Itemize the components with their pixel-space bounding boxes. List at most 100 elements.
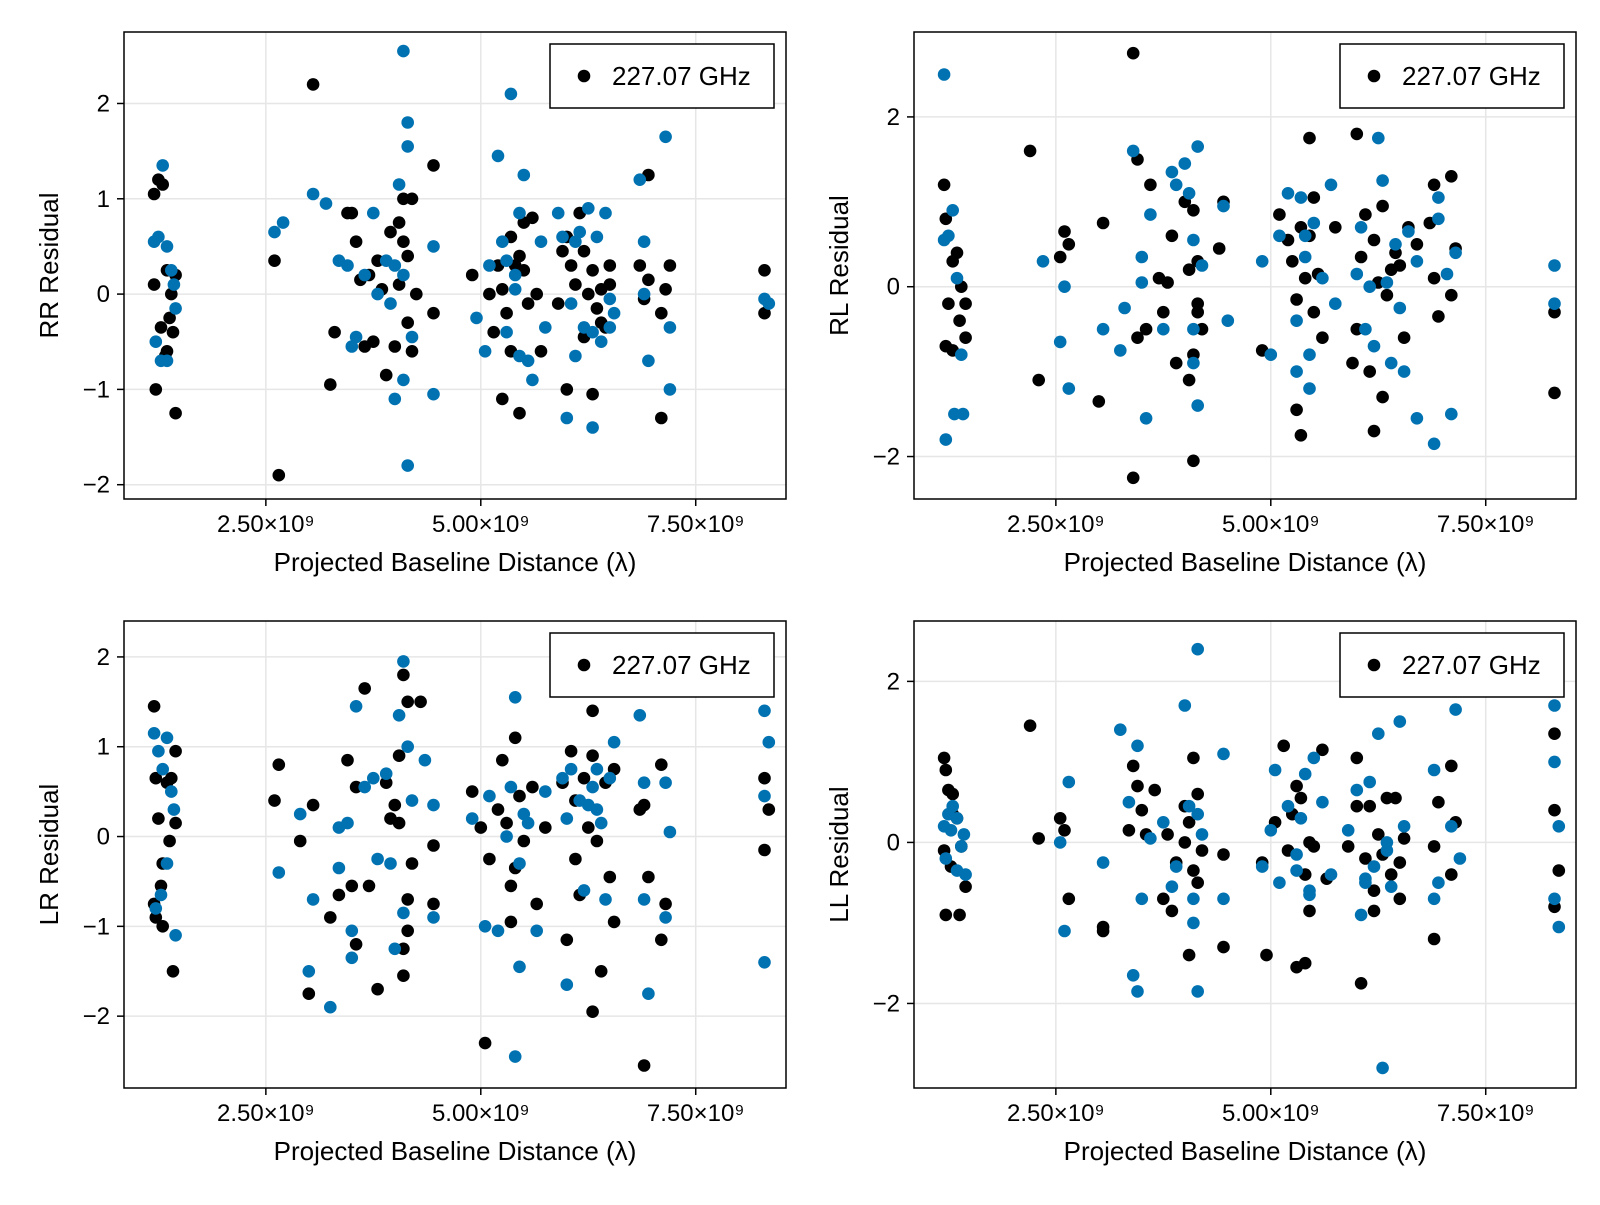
data-point — [659, 130, 672, 144]
data-point — [1255, 860, 1269, 873]
x-tick-label: 2.50×10⁹ — [217, 511, 315, 538]
data-point — [1169, 860, 1183, 873]
data-point — [401, 740, 415, 753]
data-point — [483, 789, 496, 803]
chart-panel-3: 2.50×10⁹ 5.00×10⁹ 7.50×10⁹ −2 −1 0 1 2 Projected… — [34, 620, 787, 1166]
data-point — [149, 902, 163, 915]
data-point — [1397, 365, 1411, 378]
data-point — [1135, 803, 1149, 817]
data-point — [306, 893, 320, 906]
data-point — [1303, 382, 1316, 395]
data-point — [1182, 263, 1196, 277]
chart-panel-4: 2.50×10⁹ 5.00×10⁹ 7.50×10⁹ −2 0 2 Projected Ba… — [824, 620, 1577, 1166]
data-point — [169, 302, 182, 315]
data-point — [156, 159, 169, 172]
data-point — [603, 278, 617, 291]
data-point — [1191, 399, 1204, 412]
axes-frame — [123, 620, 787, 1089]
data-point — [167, 803, 181, 816]
data-point — [1187, 356, 1200, 370]
x-axis-label: Projected Baseline Distance (λ) — [274, 547, 637, 577]
data-point — [427, 839, 440, 852]
data-point — [1329, 221, 1342, 234]
data-point — [950, 271, 964, 285]
data-point — [1187, 233, 1200, 247]
data-point — [345, 340, 359, 353]
data-point — [149, 335, 163, 349]
data-point — [272, 758, 286, 771]
data-point — [937, 178, 951, 192]
data-point — [1135, 892, 1149, 906]
data-point — [401, 459, 415, 472]
y-tick-label: 2 — [97, 90, 110, 117]
data-point — [599, 206, 612, 220]
data-point — [1286, 254, 1299, 268]
data-point — [551, 297, 565, 310]
data-point — [1187, 322, 1200, 336]
data-point — [1182, 816, 1196, 829]
data-point — [1264, 824, 1278, 837]
data-point — [642, 354, 655, 368]
data-point — [1384, 868, 1398, 881]
data-point — [379, 368, 393, 382]
data-point — [517, 168, 531, 182]
data-point — [483, 259, 496, 272]
data-point — [1191, 876, 1204, 889]
data-point — [569, 278, 582, 291]
y-tick-label: 2 — [97, 644, 110, 671]
data-point — [1298, 250, 1312, 264]
data-point — [950, 864, 964, 877]
data-point — [371, 287, 384, 301]
data-point — [1131, 985, 1144, 998]
data-point — [1350, 267, 1364, 281]
y-axis-label: LR Residual — [34, 784, 64, 926]
data-point — [1372, 131, 1385, 145]
data-point — [1445, 820, 1458, 833]
data-point — [1178, 699, 1192, 712]
data-point — [1548, 803, 1561, 817]
data-point — [633, 173, 647, 186]
data-point — [504, 915, 518, 929]
data-point — [1376, 390, 1389, 404]
data-point — [569, 349, 582, 363]
data-point — [401, 893, 415, 906]
data-point — [659, 911, 672, 924]
data-point — [1410, 254, 1424, 268]
data-point — [1157, 816, 1170, 829]
data-point — [392, 278, 406, 291]
data-point — [603, 259, 617, 272]
data-point — [427, 159, 440, 172]
series-2 — [937, 642, 1566, 1075]
data-point — [345, 951, 359, 965]
data-point — [496, 753, 509, 767]
data-point — [427, 240, 440, 253]
data-point — [1427, 437, 1441, 451]
data-point — [169, 406, 182, 420]
data-point — [1126, 46, 1140, 60]
data-point — [147, 187, 161, 201]
data-point — [1324, 868, 1338, 881]
data-point — [414, 695, 427, 709]
data-point — [1316, 331, 1329, 345]
data-point — [637, 1059, 651, 1072]
data-point — [149, 911, 163, 924]
data-point — [655, 411, 668, 425]
data-point — [586, 325, 599, 339]
data-point — [1131, 739, 1144, 753]
data-point — [758, 956, 771, 969]
data-point — [1032, 832, 1045, 845]
data-point — [1552, 864, 1566, 877]
data-point — [1144, 832, 1157, 845]
data-point — [603, 292, 617, 306]
data-point — [663, 383, 677, 396]
data-point — [328, 325, 341, 339]
data-point — [1032, 373, 1045, 387]
data-point — [556, 244, 569, 258]
data-point — [582, 821, 595, 834]
data-point — [577, 884, 591, 897]
data-point — [1290, 779, 1303, 793]
x-tick-label: 5.00×10⁹ — [432, 511, 530, 538]
data-point — [1096, 322, 1110, 336]
data-point — [152, 812, 165, 825]
data-point — [362, 879, 376, 893]
